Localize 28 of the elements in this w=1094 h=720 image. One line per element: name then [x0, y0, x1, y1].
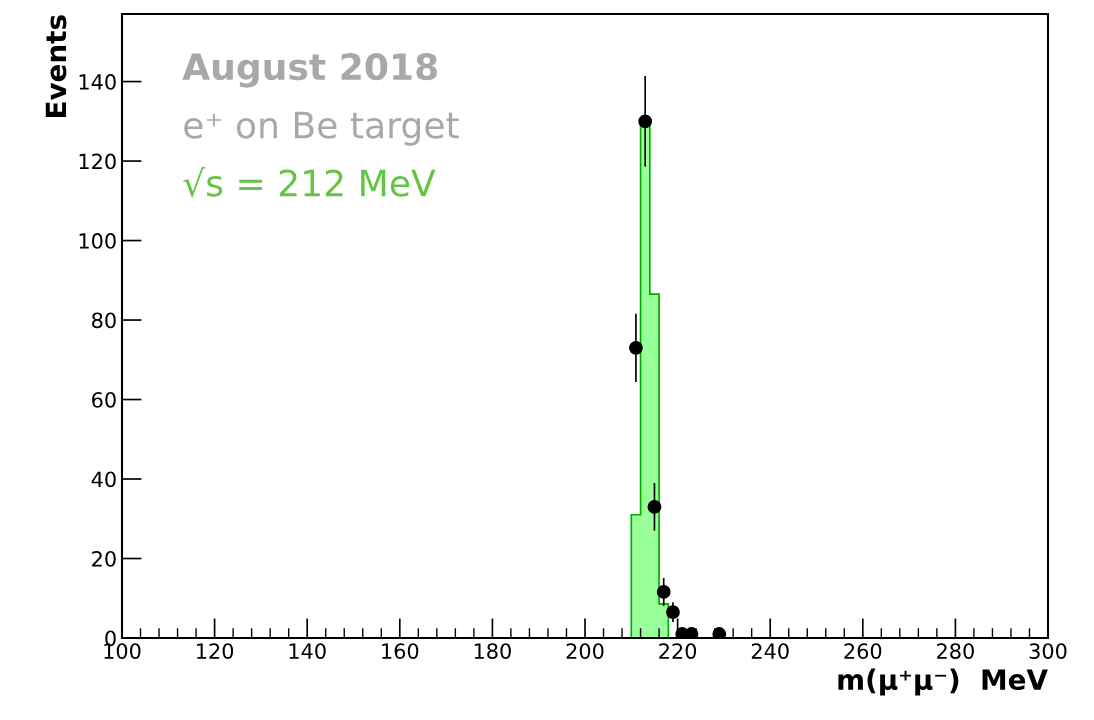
x-tick-label: 140: [289, 643, 326, 659]
x-tick-label: 160: [382, 643, 419, 659]
x-axis-title: m(μ⁺μ⁻) MeV: [838, 668, 1048, 696]
annotation: e⁺ on Be target: [184, 111, 459, 146]
point: [638, 114, 653, 129]
y-tick-label: 80: [92, 312, 116, 329]
point: [647, 499, 662, 514]
x-tick-label: 220: [659, 643, 697, 659]
y-tick-label: 40: [91, 471, 116, 488]
x-tick-label: 240: [751, 643, 789, 659]
x-tick-label: 280: [937, 643, 974, 659]
point: [629, 340, 643, 355]
y-tick-label: 120: [79, 153, 116, 170]
x-tick-label: 260: [844, 643, 882, 659]
point: [666, 605, 680, 620]
point: [656, 584, 671, 599]
y-axis-title: Events: [45, 15, 67, 117]
y-tick-label: 100: [79, 233, 116, 249]
point: [712, 627, 727, 638]
x-tick-label: 200: [566, 643, 604, 659]
annotation: August 2018: [182, 53, 437, 88]
y-tick-label: 20: [92, 550, 116, 567]
x-tick-label: 180: [474, 643, 511, 659]
annotation: √s = 212 MeV: [183, 166, 436, 197]
x-tick-label: 120: [197, 643, 234, 659]
x-tick-label: 300: [1029, 643, 1067, 659]
y-tick-label: 60: [92, 391, 116, 408]
y-tick-label: 140: [79, 74, 116, 90]
